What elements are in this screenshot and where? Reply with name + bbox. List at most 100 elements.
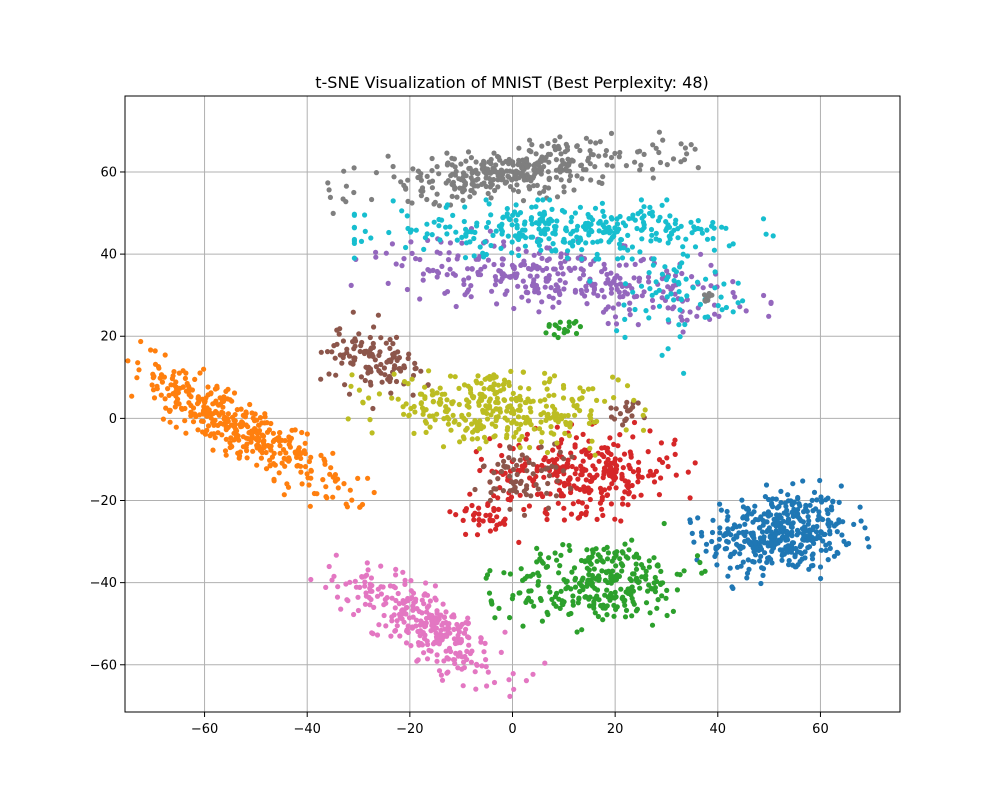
data-point [545,611,551,618]
data-point [547,197,553,203]
data-point [212,400,218,406]
data-point [553,493,560,499]
data-point [568,489,574,496]
data-point [516,252,522,259]
data-point [470,429,476,435]
data-point [608,451,614,457]
data-point [427,413,433,419]
data-point [524,597,530,603]
data-point [506,677,512,683]
data-point [815,533,821,539]
data-point [461,415,467,421]
data-point [463,531,469,538]
data-point [608,290,615,296]
data-point [562,239,568,245]
data-point [439,677,446,683]
data-point [491,434,497,440]
data-point [805,514,811,520]
data-point [558,260,564,266]
data-point [514,182,520,188]
data-point [571,403,577,409]
data-point [538,439,545,445]
data-point [531,252,537,258]
data-point [382,372,388,378]
data-point [538,237,544,243]
data-point [408,239,414,245]
data-point [577,588,583,595]
data-point [744,575,750,581]
data-point [828,520,834,526]
data-point [778,500,784,506]
data-point [571,187,577,193]
data-point [434,652,440,658]
data-point [514,225,520,231]
data-point [522,243,529,249]
data-point [461,630,467,636]
data-point [566,542,572,549]
data-point [586,420,593,426]
data-point [204,405,210,411]
data-point [545,505,552,511]
data-point [501,458,507,464]
data-point [156,365,162,371]
data-point [632,306,638,313]
data-point [491,261,497,268]
data-point [175,396,181,402]
data-point [557,319,563,325]
data-point [495,153,501,160]
data-point [197,370,203,376]
data-point [424,173,430,179]
data-point [554,424,560,430]
data-point [749,532,755,539]
data-point [553,157,560,163]
data-point [463,231,469,237]
data-point [591,419,597,425]
data-point [256,428,263,434]
data-point [326,371,332,377]
data-point [518,478,524,484]
data-point [717,530,723,536]
data-point [534,273,540,279]
data-point [710,235,716,242]
data-point [531,603,537,609]
data-point [626,216,632,222]
data-point [607,466,613,472]
data-point [424,221,430,227]
data-point [695,218,701,224]
data-point [412,409,418,415]
data-point [824,507,830,513]
data-point [825,557,831,563]
data-point [483,439,489,445]
data-point [786,558,792,564]
data-point [525,396,531,402]
data-point [321,456,327,462]
data-point [584,287,590,293]
data-point [866,544,872,550]
data-point [641,289,647,295]
data-point [465,615,471,621]
data-point [318,376,324,382]
data-point [694,313,700,319]
data-point [211,431,217,437]
data-point [444,414,450,420]
data-point [649,297,656,303]
data-point [544,490,550,496]
data-point [766,556,772,562]
data-point [479,181,485,187]
data-point [330,210,336,216]
data-point [600,174,606,180]
data-point [639,293,645,299]
data-point [579,577,585,583]
data-point [751,559,757,565]
data-point [162,396,168,402]
data-point [558,552,564,558]
data-point [761,292,767,299]
data-point [547,216,553,222]
data-point [472,486,478,493]
data-point [617,294,623,300]
data-point [334,327,340,333]
data-point [659,593,665,599]
data-point [528,215,535,221]
data-point [451,419,457,425]
